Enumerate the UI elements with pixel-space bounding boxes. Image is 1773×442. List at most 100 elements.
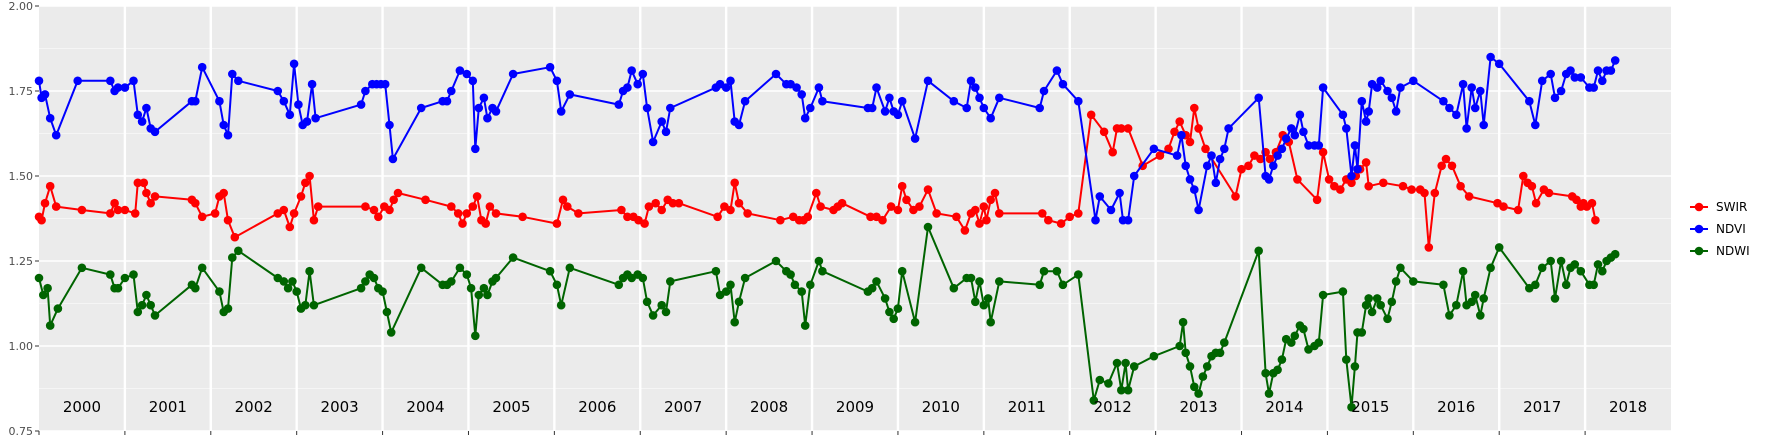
data-point-ndwi — [552, 280, 562, 290]
data-point-swir — [1312, 195, 1322, 205]
data-point-ndvi — [1224, 124, 1233, 133]
data-point-ndwi — [721, 287, 731, 296]
data-point-ndwi — [150, 311, 160, 320]
data-point-ndvi — [1299, 127, 1308, 137]
data-point-swir — [574, 209, 583, 218]
data-point-swir — [197, 212, 207, 222]
data-point-swir — [191, 198, 200, 208]
data-point-ndvi — [215, 96, 224, 106]
data-point-ndvi — [361, 86, 370, 96]
data-point-swir — [1437, 161, 1446, 171]
data-point-ndwi — [1556, 256, 1566, 266]
data-point-ndwi — [556, 300, 566, 310]
data-point-ndvi — [971, 83, 980, 92]
data-point-swir — [1237, 164, 1246, 174]
data-point-ndwi — [1439, 280, 1448, 290]
data-point-ndvi — [1525, 96, 1534, 106]
data-point-ndvi — [556, 107, 566, 116]
data-point-swir — [1164, 144, 1173, 154]
data-point-ndvi — [1269, 161, 1278, 171]
data-point-swir — [113, 205, 123, 215]
data-point-swir — [1456, 181, 1465, 191]
data-point-swir — [1587, 198, 1597, 208]
data-point-ndvi — [468, 76, 478, 86]
data-point-ndwi — [191, 283, 200, 293]
data-point-ndwi — [986, 317, 995, 327]
data-point-swir — [1499, 202, 1508, 211]
data-point-ndwi — [1264, 389, 1274, 398]
data-point-ndvi — [294, 100, 303, 109]
data-point-swir — [623, 212, 632, 222]
data-point-ndwi — [1383, 314, 1392, 324]
data-point-swir — [468, 202, 478, 211]
data-point-swir — [1424, 243, 1434, 252]
data-point-swir — [1519, 171, 1528, 181]
data-series — [34, 52, 1620, 412]
data-point-ndwi — [966, 273, 976, 283]
data-point-swir — [1155, 151, 1165, 160]
data-point-swir — [1201, 144, 1210, 154]
data-point-ndwi — [1178, 317, 1188, 327]
data-point-ndwi — [1537, 263, 1547, 273]
data-point-ndwi — [292, 287, 302, 296]
data-point-ndvi — [474, 103, 484, 113]
data-point-ndvi — [388, 154, 398, 164]
data-point-ndwi — [228, 253, 237, 262]
data-point-swir — [1420, 188, 1429, 198]
data-point-ndvi — [657, 117, 666, 126]
data-point-ndvi — [1035, 103, 1044, 113]
data-point-ndvi — [1295, 110, 1305, 120]
data-point-ndvi — [45, 113, 55, 123]
data-point-ndvi — [726, 76, 735, 86]
data-point-ndwi — [491, 273, 501, 283]
data-point-ndwi — [129, 270, 138, 279]
data-point-ndwi — [797, 287, 806, 296]
data-point-swir — [142, 188, 151, 198]
data-point-ndvi — [885, 93, 894, 103]
data-point-swir — [990, 188, 1000, 198]
y-tick-label: 1.00 — [9, 340, 34, 353]
data-point-swir — [1318, 147, 1328, 157]
data-point-ndwi — [740, 273, 750, 283]
data-point-swir — [458, 219, 467, 228]
data-point-swir — [563, 202, 572, 211]
data-point-ndwi — [1052, 266, 1062, 276]
data-point-swir — [1190, 103, 1199, 113]
data-point-swir — [1513, 205, 1523, 215]
data-point-ndwi — [806, 280, 815, 290]
data-point-ndwi — [1531, 280, 1540, 290]
data-point-swir — [617, 205, 626, 215]
data-point-ndwi — [356, 283, 366, 293]
data-point-ndvi — [623, 83, 632, 92]
data-point-ndwi — [133, 307, 143, 317]
data-point-swir — [1185, 137, 1195, 147]
data-point-swir — [1447, 161, 1457, 171]
data-point-ndvi — [1202, 161, 1212, 171]
data-point-swir — [1123, 124, 1133, 133]
data-point-ndwi — [638, 273, 648, 283]
data-point-ndvi — [661, 127, 671, 137]
data-point-ndwi — [880, 294, 890, 303]
data-point-ndvi — [491, 107, 501, 116]
data-point-swir — [726, 205, 735, 215]
data-point-ndwi — [43, 283, 52, 293]
data-point-ndvi — [1452, 110, 1461, 120]
data-point-ndvi — [565, 90, 575, 99]
data-point-ndwi — [1576, 266, 1586, 276]
data-point-ndvi — [1350, 141, 1360, 150]
data-point-ndvi — [1290, 130, 1300, 140]
year-label: 2007 — [664, 398, 702, 416]
data-point-swir — [1056, 219, 1066, 228]
data-point-swir — [971, 205, 980, 215]
data-point-ndwi — [378, 287, 387, 296]
y-tick-label: 1.50 — [9, 170, 34, 183]
data-point-ndwi — [893, 304, 903, 313]
data-point-ndwi — [545, 266, 555, 276]
data-point-swir — [558, 195, 568, 205]
data-point-swir — [1293, 175, 1302, 184]
data-point-ndwi — [369, 273, 379, 283]
year-label: 2016 — [1437, 398, 1475, 416]
data-point-swir — [1086, 110, 1096, 120]
data-point-ndvi — [228, 69, 237, 79]
data-point-swir — [932, 209, 941, 218]
